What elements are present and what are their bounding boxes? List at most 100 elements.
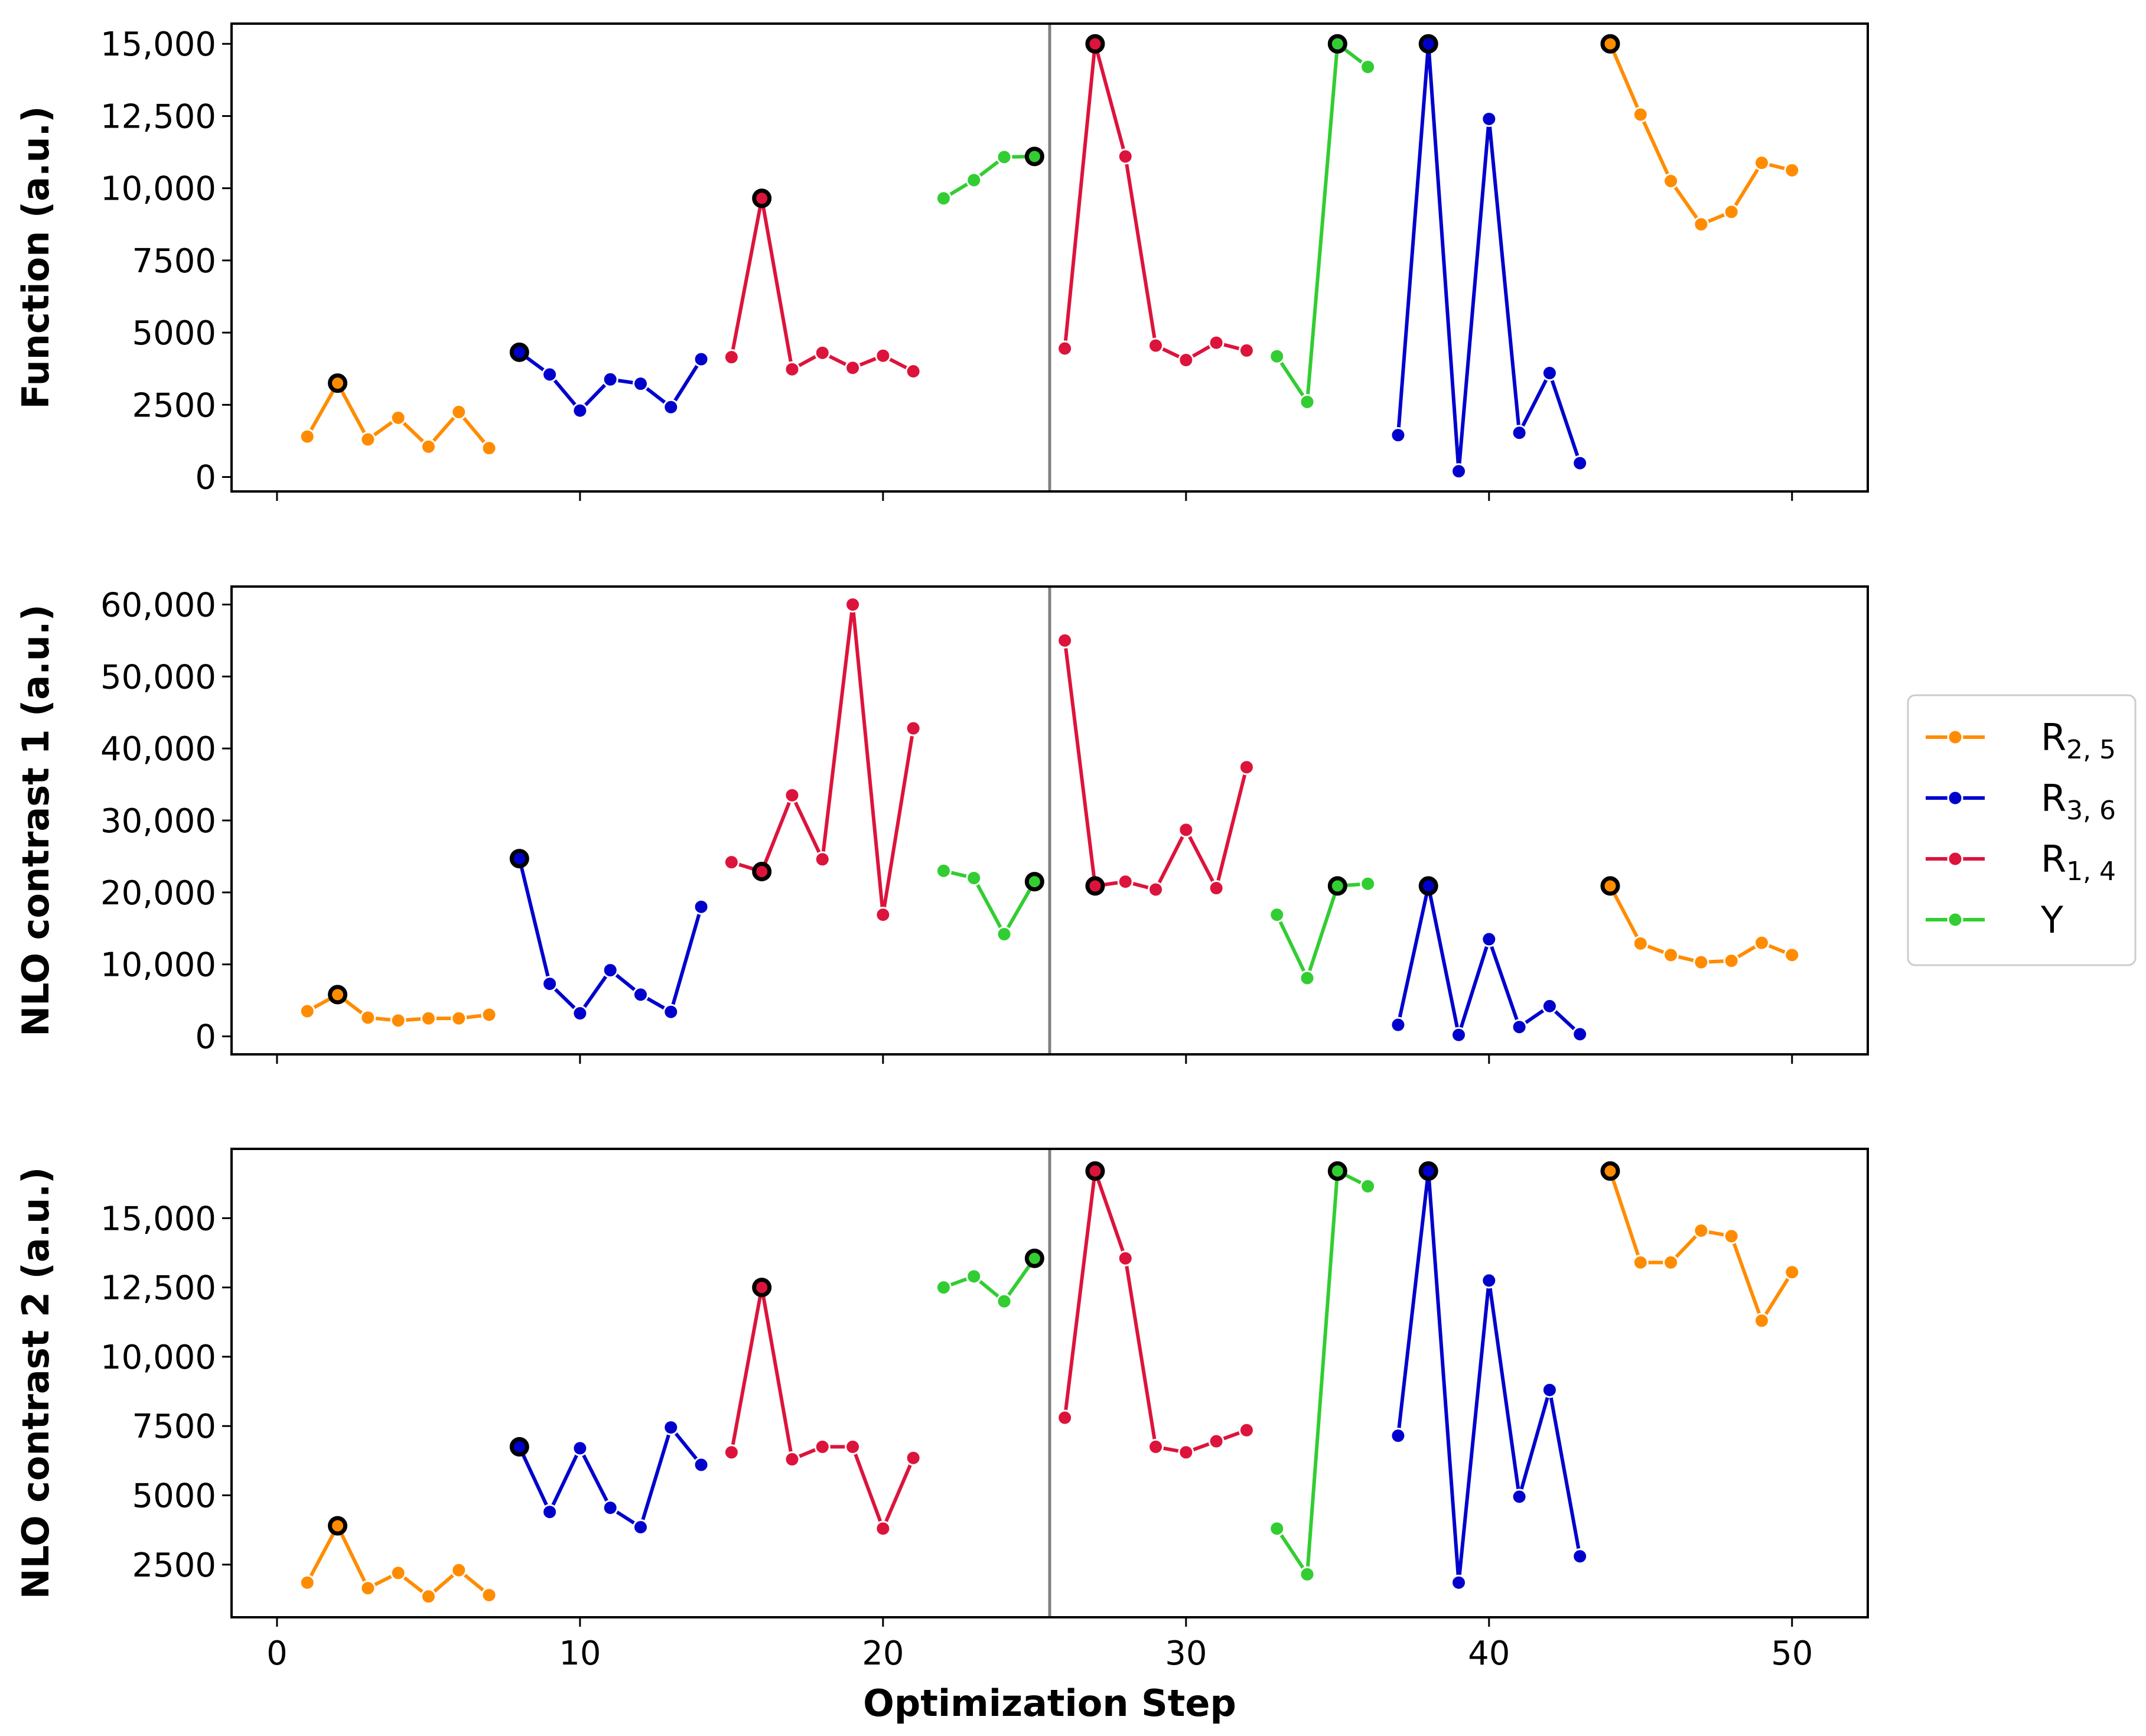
data-point — [875, 1520, 891, 1537]
highlighted-data-point — [328, 985, 348, 1005]
y-tick-label: 20,000 — [100, 874, 216, 913]
series-R14-3 — [723, 596, 921, 923]
series-R14-3 — [723, 1278, 921, 1537]
series-R14-5 — [1057, 1161, 1255, 1461]
highlighted-data-point — [1600, 1161, 1620, 1181]
data-point — [996, 1293, 1012, 1310]
data-point — [420, 438, 437, 455]
y-tick-label: 2500 — [132, 386, 216, 425]
data-point — [451, 1010, 467, 1027]
legend-entry-R25: R2, 5 — [1926, 716, 2116, 765]
data-point — [1390, 1428, 1406, 1444]
highlighted-data-point — [1085, 34, 1105, 54]
data-point — [542, 1504, 558, 1520]
highlighted-data-point — [1327, 34, 1347, 54]
data-point — [996, 926, 1012, 943]
highlighted-data-point — [752, 1278, 772, 1298]
legend-label-subscript: 1, 4 — [2066, 856, 2116, 887]
data-point — [784, 787, 800, 803]
data-point — [1360, 875, 1376, 892]
y-tick-label: 7500 — [132, 1408, 216, 1446]
data-point — [481, 1007, 497, 1023]
data-point — [633, 1519, 649, 1535]
series-Y-4 — [935, 146, 1044, 207]
data-point — [1269, 348, 1285, 364]
legend-label: Y — [2040, 898, 2063, 942]
data-point — [1390, 427, 1406, 444]
data-point — [1693, 216, 1709, 233]
legend-label-main: R — [2041, 838, 2066, 881]
data-point — [1541, 365, 1558, 382]
x-tick-label: 40 — [1468, 1634, 1510, 1673]
data-point — [1117, 148, 1134, 165]
series-line — [1275, 1169, 1369, 1577]
data-point — [1238, 1422, 1255, 1438]
series-Y-6 — [1269, 1161, 1376, 1582]
x-axis-label: Optimization Step — [863, 1682, 1236, 1725]
data-point — [1481, 1272, 1497, 1289]
data-point — [602, 371, 618, 387]
series-R25-1 — [299, 1516, 497, 1605]
data-point — [1481, 110, 1497, 127]
data-point — [481, 440, 497, 457]
series-line — [1275, 882, 1368, 980]
data-point — [693, 898, 709, 915]
data-point — [845, 596, 861, 613]
data-point — [845, 360, 861, 376]
legend-entry-R36: R3, 6 — [1926, 777, 2116, 826]
y-tick-label: 7500 — [132, 242, 216, 281]
data-point — [1208, 334, 1225, 351]
data-point — [299, 1574, 315, 1591]
data-point — [663, 1419, 679, 1436]
y-tick-label: 10,000 — [100, 170, 216, 209]
data-point — [1299, 970, 1315, 986]
data-point — [542, 976, 558, 992]
data-point — [390, 1565, 406, 1581]
data-point — [1693, 954, 1709, 970]
data-point — [723, 1444, 740, 1461]
data-point — [572, 1005, 588, 1022]
y-tick-label: 2500 — [132, 1546, 216, 1585]
legend-marker — [1947, 790, 1963, 806]
data-point — [420, 1010, 437, 1027]
data-point — [1208, 880, 1225, 897]
data-point — [542, 366, 558, 383]
data-point — [784, 1451, 800, 1468]
data-point — [1572, 455, 1588, 471]
y-tick-label: 5000 — [132, 1477, 216, 1516]
y-tick-label: 30,000 — [100, 802, 216, 841]
data-point — [360, 1580, 376, 1597]
data-point — [996, 149, 1012, 165]
data-point — [1451, 463, 1467, 480]
highlighted-data-point — [1418, 34, 1438, 54]
data-point — [966, 869, 982, 886]
data-point — [1178, 352, 1194, 369]
data-point — [1481, 931, 1497, 947]
data-point — [905, 1450, 921, 1466]
legend-label: R1, 4 — [2041, 838, 2116, 887]
data-point — [1451, 1027, 1467, 1043]
legend-entry-Y: Y — [1926, 898, 2063, 942]
data-point — [1663, 947, 1679, 963]
data-point — [1360, 58, 1376, 75]
data-point — [814, 1438, 831, 1455]
data-point — [1238, 342, 1255, 359]
highlighted-data-point — [328, 373, 348, 393]
highlighted-data-point — [328, 1516, 348, 1536]
series-R36-2 — [509, 849, 709, 1022]
y-tick-label: 10,000 — [100, 946, 216, 985]
series-Y-6 — [1269, 875, 1376, 986]
y-axis-label: NLO contrast 2 (a.u.) — [14, 1167, 57, 1600]
data-point — [1784, 162, 1800, 178]
data-point — [1299, 1566, 1315, 1582]
data-point — [1057, 1409, 1073, 1426]
data-point — [905, 363, 921, 380]
highlighted-data-point — [509, 1437, 529, 1457]
highlighted-data-point — [1085, 1161, 1105, 1181]
series-R25-1 — [299, 985, 497, 1029]
y-tick-label: 15,000 — [100, 1200, 216, 1238]
data-point — [299, 428, 315, 445]
highlighted-data-point — [1327, 1161, 1347, 1181]
